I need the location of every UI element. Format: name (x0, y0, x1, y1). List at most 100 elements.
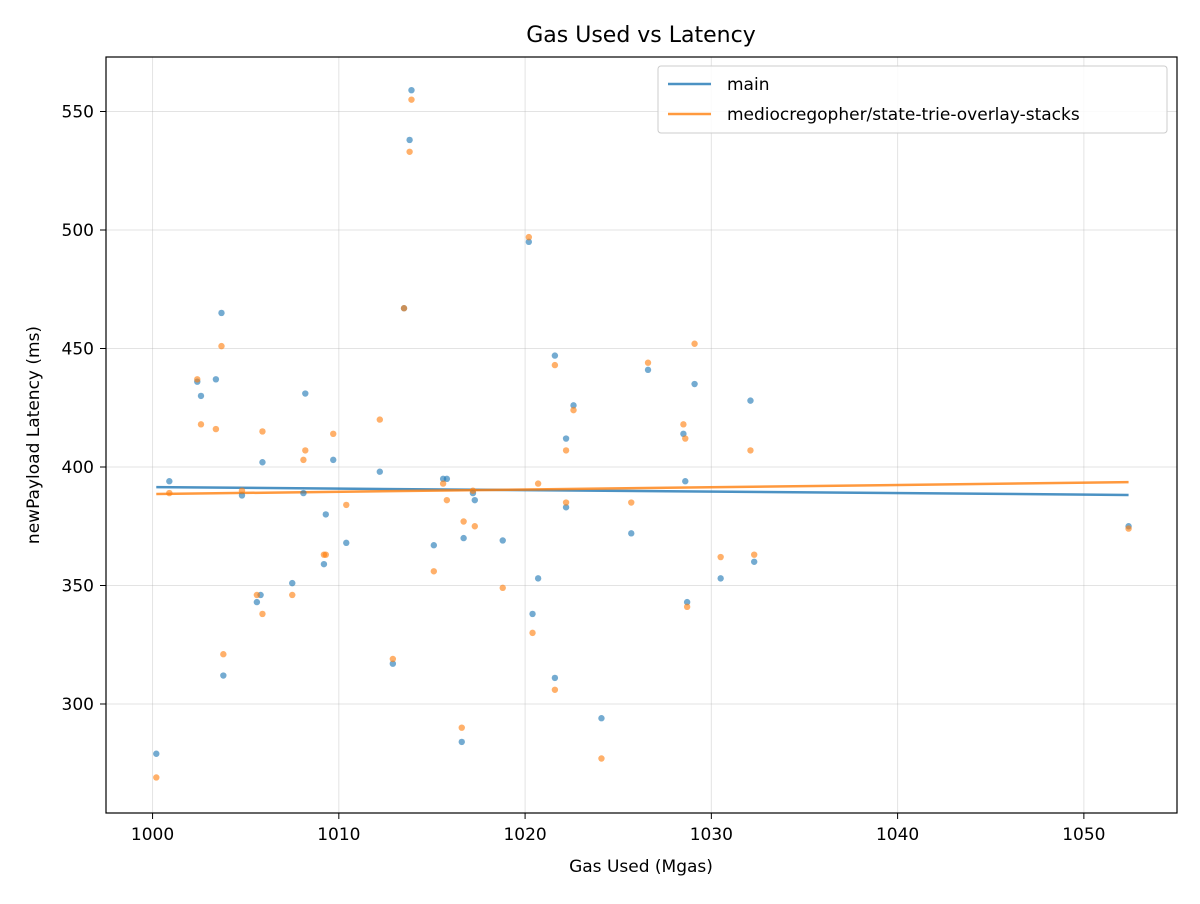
data-point (644, 366, 652, 374)
data-point (499, 584, 506, 592)
data-point (628, 499, 635, 506)
trend-line-1 (156, 480, 1129, 496)
legend-label-main: main (727, 75, 769, 95)
data-point (197, 421, 205, 428)
data-point (212, 425, 220, 433)
data-point (683, 603, 691, 611)
data-point (218, 342, 225, 350)
data-point (330, 430, 337, 438)
data-point (289, 579, 296, 587)
data-point (534, 480, 542, 487)
plot-frame (105, 56, 1178, 814)
data-point (302, 447, 309, 454)
data-point (683, 598, 691, 606)
data-point (322, 511, 329, 518)
data-point (343, 539, 350, 547)
data-point (212, 376, 220, 383)
data-point (598, 755, 605, 762)
y-tick-label: 350 (62, 576, 94, 596)
data-point (1125, 525, 1132, 532)
y-tick-label: 550 (62, 103, 94, 123)
x-tick-label: 1050 (1062, 825, 1105, 845)
data-point (534, 575, 542, 582)
grid-lines (106, 57, 1177, 813)
data-point (460, 534, 467, 542)
data-point (747, 447, 754, 454)
data-point (406, 148, 413, 155)
y-tick-label: 300 (62, 695, 94, 715)
data-point (680, 421, 687, 428)
data-point (717, 553, 724, 561)
legend-label-branch: mediocregopher/state-trie-overlay-stacks (727, 105, 1080, 125)
data-point (443, 475, 451, 483)
data-point (408, 86, 415, 94)
data-point (682, 435, 689, 442)
y-axis-label: newPayload Latency (ms) (24, 326, 44, 544)
data-point (330, 456, 337, 464)
data-point (525, 233, 533, 241)
data-point (458, 724, 465, 731)
data-point (525, 238, 533, 246)
data-point (253, 591, 261, 599)
data-point (166, 489, 173, 497)
data-point (389, 660, 397, 667)
data-point (220, 672, 227, 679)
data-point (460, 518, 467, 525)
data-point (471, 523, 478, 530)
data-point (598, 715, 605, 722)
x-axis-ticks: 1000 1010 1020 1030 1040 1050 (131, 813, 1106, 845)
data-point (320, 560, 328, 568)
data-point (400, 305, 408, 312)
data-point (747, 397, 754, 404)
x-tick-label: 1030 (690, 825, 733, 845)
data-point (376, 468, 384, 475)
data-point (153, 750, 160, 757)
data-point (570, 402, 577, 409)
y-tick-label: 500 (62, 221, 94, 241)
data-point (458, 738, 465, 746)
data-point (551, 352, 559, 359)
y-tick-label: 400 (62, 458, 94, 478)
data-point (253, 598, 261, 606)
data-point (300, 456, 307, 464)
data-point (302, 390, 309, 397)
x-tick-label: 1010 (317, 825, 360, 845)
data-point (300, 489, 307, 497)
data-point (153, 774, 160, 781)
data-point (750, 558, 758, 565)
y-axis-ticks: 300 350 400 450 500 550 (62, 103, 106, 715)
data-point (691, 340, 698, 347)
data-point (691, 380, 698, 388)
data-point (259, 610, 266, 618)
data-point (750, 551, 758, 558)
data-point (197, 392, 205, 400)
trend-lines (156, 480, 1129, 497)
data-point (562, 447, 570, 454)
x-axis-label: Gas Used (Mgas) (569, 857, 713, 877)
data-point (439, 480, 447, 487)
data-point (259, 459, 266, 466)
data-point (562, 435, 570, 442)
data-point (408, 96, 415, 103)
data-point (529, 629, 536, 637)
x-tick-label: 1000 (131, 825, 174, 845)
x-tick-label: 1020 (503, 825, 546, 845)
data-point (218, 309, 225, 317)
data-point (238, 487, 246, 494)
data-point (322, 551, 329, 558)
data-point (717, 575, 724, 582)
trend-line-0 (156, 485, 1129, 497)
data-point (644, 359, 652, 366)
data-point (443, 496, 451, 504)
data-point (562, 499, 570, 506)
data-point (469, 487, 477, 494)
y-tick-label: 450 (62, 339, 94, 359)
data-point (529, 610, 536, 618)
data-point (220, 651, 227, 658)
data-point (259, 428, 266, 435)
data-point (430, 568, 438, 575)
data-point (376, 416, 384, 423)
